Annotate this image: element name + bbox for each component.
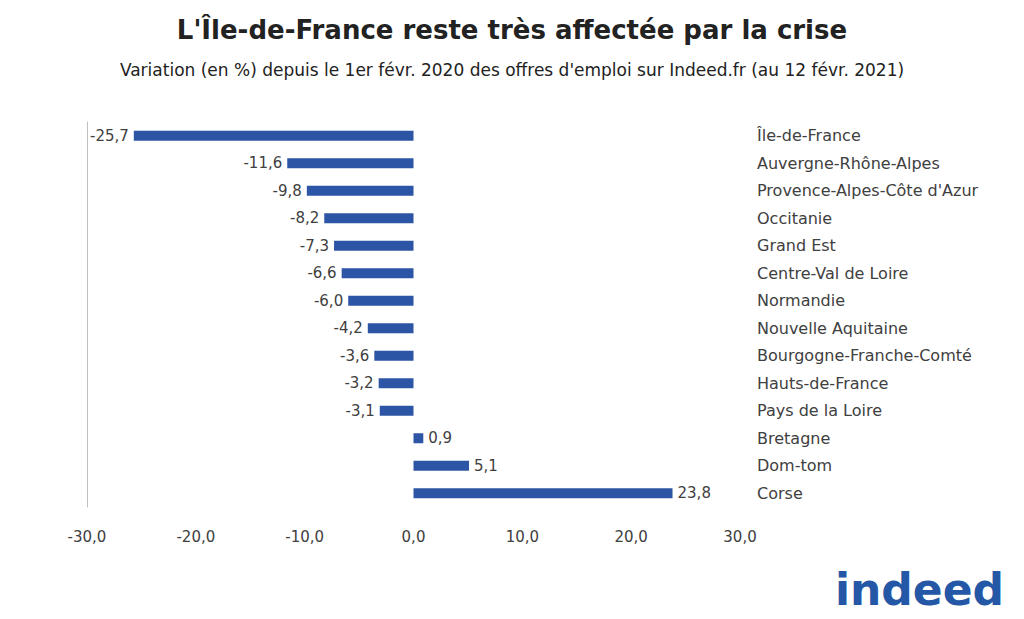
- svg-text:L'Île-de-France reste très aff: L'Île-de-France reste très affectée par …: [177, 14, 847, 45]
- svg-text:Île-de-France: Île-de-France: [756, 126, 861, 145]
- svg-text:indeed: indeed: [835, 564, 1004, 615]
- svg-text:-3,6: -3,6: [340, 347, 369, 365]
- svg-text:Bretagne: Bretagne: [757, 429, 830, 448]
- svg-text:-11,6: -11,6: [243, 154, 282, 172]
- svg-text:30,0: 30,0: [723, 528, 756, 546]
- svg-text:-3,1: -3,1: [345, 402, 374, 420]
- svg-text:Centre-Val de Loire: Centre-Val de Loire: [757, 264, 908, 283]
- svg-text:-7,3: -7,3: [300, 237, 329, 255]
- svg-text:-20,0: -20,0: [176, 528, 215, 546]
- svg-text:Provence-Alpes-Côte d'Azur: Provence-Alpes-Côte d'Azur: [757, 181, 979, 200]
- svg-text:-30,0: -30,0: [68, 528, 107, 546]
- svg-text:10,0: 10,0: [506, 528, 539, 546]
- svg-text:Nouvelle Aquitaine: Nouvelle Aquitaine: [757, 319, 908, 338]
- svg-text:-8,2: -8,2: [290, 209, 319, 227]
- svg-text:-3,2: -3,2: [344, 374, 373, 392]
- svg-text:Bourgogne-Franche-Comté: Bourgogne-Franche-Comté: [757, 346, 972, 365]
- svg-text:Pays de la Loire: Pays de la Loire: [757, 401, 882, 420]
- svg-text:Auvergne-Rhône-Alpes: Auvergne-Rhône-Alpes: [757, 154, 940, 173]
- svg-text:Grand Est: Grand Est: [757, 236, 836, 255]
- svg-text:Occitanie: Occitanie: [757, 209, 832, 228]
- svg-text:-9,8: -9,8: [273, 182, 302, 200]
- svg-text:23,8: 23,8: [678, 484, 711, 502]
- svg-text:Normandie: Normandie: [757, 291, 845, 310]
- svg-text:20,0: 20,0: [614, 528, 647, 546]
- svg-text:-25,7: -25,7: [90, 127, 129, 145]
- svg-text:0,0: 0,0: [402, 528, 426, 546]
- svg-text:-10,0: -10,0: [285, 528, 324, 546]
- svg-text:Variation (en %) depuis le 1er: Variation (en %) depuis le 1er févr. 202…: [120, 60, 904, 80]
- svg-text:Dom-tom: Dom-tom: [757, 456, 832, 475]
- svg-text:-4,2: -4,2: [334, 319, 363, 337]
- svg-text:5,1: 5,1: [474, 457, 498, 475]
- svg-text:Hauts-de-France: Hauts-de-France: [757, 374, 888, 393]
- svg-text:Corse: Corse: [757, 484, 803, 503]
- svg-text:-6,0: -6,0: [314, 292, 343, 310]
- svg-text:0,9: 0,9: [428, 429, 452, 447]
- svg-text:-6,6: -6,6: [307, 264, 336, 282]
